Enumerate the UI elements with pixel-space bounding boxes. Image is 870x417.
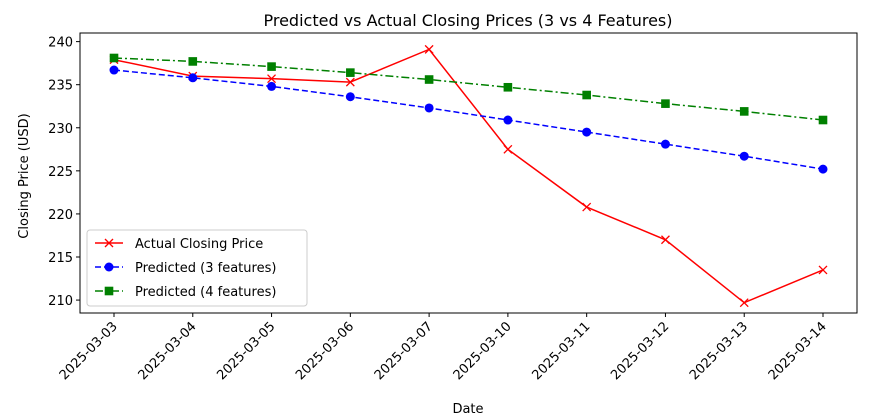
x-tick-label: 2025-03-14 [766,319,830,383]
data-point [503,115,513,125]
data-point [739,107,749,116]
x-tick-label: 2025-03-04 [136,319,200,383]
y-tick-label: 230 [48,122,73,137]
legend-item: Predicted (4 features) [95,285,276,300]
x-tick-label: 2025-03-06 [293,319,357,383]
x-tick-label: 2025-03-12 [608,319,672,383]
series-1 [109,44,828,308]
legend-marker [104,262,114,272]
data-point [582,202,592,212]
x-tick-label: 2025-03-03 [57,319,121,383]
data-point [660,139,670,149]
legend-item: Actual Closing Price [95,237,263,252]
data-point [503,144,513,154]
y-tick-label: 240 [48,36,73,51]
data-point [818,115,828,125]
x-axis-label: Date [452,402,483,417]
x-axis: 2025-03-03 2025-03-04 2025-03-05 2025-03-06… [57,313,830,383]
series-line [113,48,824,304]
plot-frame [79,32,858,314]
legend-item: Predicted (3 features) [95,261,276,276]
chart-title: Predicted vs Actual Closing Prices (3 vs… [263,11,672,30]
data-point [424,103,434,113]
data-point [582,127,592,137]
data-point [660,235,670,245]
data-point [346,68,355,77]
series-layer [109,44,828,308]
y-tick-label: 225 [48,165,73,180]
data-point [424,75,434,84]
y-tick-label: 215 [48,251,73,266]
x-tick-label: 2025-03-13 [687,319,751,383]
data-point [188,57,198,66]
data-point [345,92,355,102]
legend-label: Predicted (4 features) [135,285,276,300]
series-3 [109,53,828,125]
y-axis-label: Closing Price (USD) [17,113,32,238]
legend: Actual Closing Price Predicted (3 feature… [86,229,308,307]
series-line [113,69,824,170]
legend-marker [104,238,114,248]
legend-marker [104,286,114,296]
data-point [661,99,670,108]
data-point [739,298,749,308]
y-tick-label: 235 [48,79,73,94]
legend-box [86,229,308,307]
y-axis: 210 215 220 225 230 235 240 [48,36,80,309]
data-point [109,65,119,75]
x-tick-label: 2025-03-11 [529,319,593,383]
data-point [582,90,591,100]
y-tick-label: 220 [48,208,73,223]
y-tick-label: 210 [48,294,73,309]
data-point [739,151,749,161]
data-point [109,53,119,63]
legend-label: Predicted (3 features) [135,261,276,276]
data-point [267,74,277,84]
data-point [188,73,198,83]
x-tick-label: 2025-03-05 [214,319,278,383]
data-point [267,62,276,71]
data-point [818,164,828,174]
series-2 [109,65,828,174]
data-point [818,265,828,275]
data-point [345,77,355,87]
x-tick-label: 2025-03-07 [372,319,436,383]
x-tick-label: 2025-03-10 [451,319,515,383]
data-point [503,82,513,92]
series-line [113,57,824,121]
legend-label: Actual Closing Price [135,237,263,252]
data-point [267,81,277,91]
data-point [424,44,434,54]
